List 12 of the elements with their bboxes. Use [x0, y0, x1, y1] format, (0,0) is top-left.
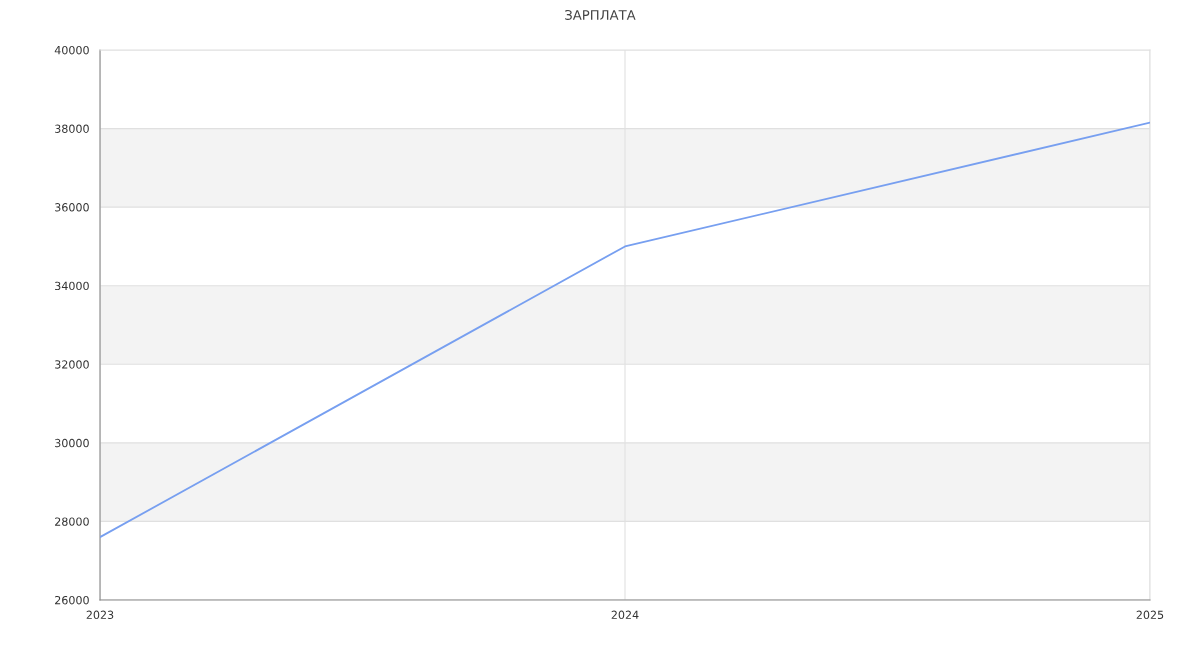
y-tick-label: 26000 — [55, 595, 89, 605]
x-tick-label: 2023 — [86, 610, 114, 620]
x-tick-label: 2024 — [611, 610, 639, 620]
y-tick-label: 28000 — [55, 517, 89, 526]
y-tick-label: 34000 — [55, 281, 89, 291]
y-tick-label: 40000 — [54, 45, 89, 55]
x-tick-label: 2025 — [1136, 610, 1164, 620]
y-tick-label: 30000 — [55, 438, 89, 448]
y-tick-label: 32000 — [55, 360, 89, 369]
y-tick-label: 36000 — [55, 203, 89, 212]
chart-title: ЗАРПЛАТА — [565, 9, 636, 20]
y-tick-label: 38000 — [55, 124, 89, 133]
